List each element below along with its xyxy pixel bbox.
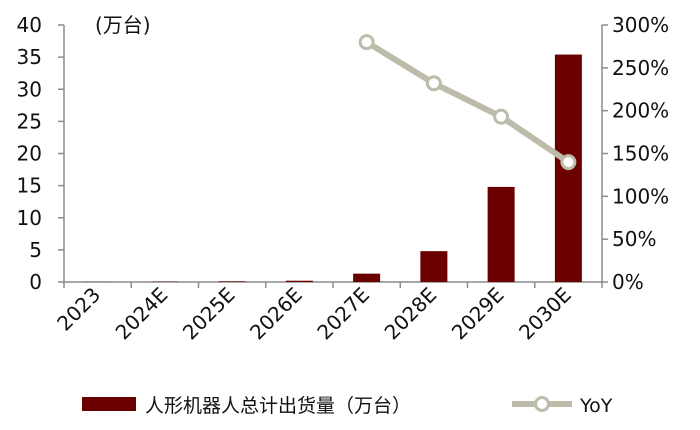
left-tick-label: 15 bbox=[17, 174, 42, 198]
legend-bar-label: 人形机器人总计出货量（万台） bbox=[145, 395, 411, 417]
bar-2027e bbox=[353, 274, 380, 282]
left-tick-label: 30 bbox=[17, 77, 42, 101]
x-tick-label: 2024E bbox=[111, 283, 173, 345]
left-tick-label: 5 bbox=[29, 238, 42, 262]
legend-line-label: YoY bbox=[579, 395, 613, 417]
x-tick-label: 2030E bbox=[514, 283, 576, 345]
right-tick-label: 200% bbox=[612, 99, 669, 123]
left-tick-label: 25 bbox=[17, 109, 42, 133]
bar-2026e bbox=[286, 281, 313, 282]
right-tick-label: 0% bbox=[612, 270, 644, 294]
left-tick-label: 10 bbox=[17, 206, 42, 230]
left-tick-label: 0 bbox=[29, 270, 42, 294]
right-tick-label: 100% bbox=[612, 184, 669, 208]
bar-2029e bbox=[488, 187, 515, 282]
yoy-point-2028e bbox=[427, 77, 440, 90]
left-tick-label: 20 bbox=[17, 142, 42, 166]
legend-bar-swatch bbox=[82, 397, 136, 411]
right-tick-label: 250% bbox=[612, 56, 669, 80]
yoy-point-2029e bbox=[495, 110, 508, 123]
yoy-point-2030e bbox=[562, 156, 575, 169]
x-tick-label: 2026E bbox=[245, 283, 307, 345]
left-tick-label: 35 bbox=[17, 45, 42, 69]
right-tick-label: 300% bbox=[612, 13, 669, 37]
right-tick-label: 150% bbox=[612, 142, 669, 166]
x-tick-label: 2025E bbox=[178, 283, 240, 345]
bars-layer bbox=[84, 55, 582, 282]
bar-2028e bbox=[420, 251, 447, 282]
yoy-line bbox=[367, 42, 569, 162]
x-tick-label: 2028E bbox=[380, 283, 442, 345]
legend-line-marker bbox=[536, 398, 549, 411]
left-tick-label: 40 bbox=[17, 13, 42, 37]
right-tick-label: 50% bbox=[612, 227, 656, 251]
line-layer bbox=[360, 36, 575, 169]
x-tick-label: 2023 bbox=[52, 283, 105, 336]
left-axis-unit-label: (万台) bbox=[95, 13, 151, 37]
yoy-point-2027e bbox=[360, 36, 373, 49]
x-tick-label: 2027E bbox=[312, 283, 374, 345]
labels-layer: (万台) bbox=[95, 13, 151, 37]
x-tick-label: 2029E bbox=[447, 283, 509, 345]
bar-2025e bbox=[219, 281, 246, 282]
legend: 人形机器人总计出货量（万台） YoY bbox=[82, 395, 613, 417]
